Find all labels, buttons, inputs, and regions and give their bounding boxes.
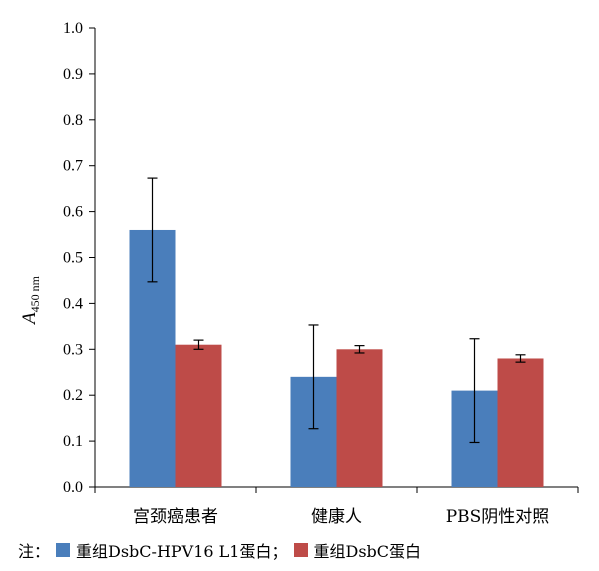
x-category-label: 健康人: [311, 507, 362, 527]
bar: [336, 349, 383, 487]
bar: [175, 344, 222, 487]
y-tick-label: 0.7: [63, 158, 83, 175]
y-tick-label: 0.3: [63, 341, 83, 358]
bar: [497, 358, 544, 487]
y-tick-label: 0.1: [63, 433, 83, 450]
x-category-label: PBS阴性对照: [446, 507, 550, 527]
legend-swatch-series-1: [56, 543, 71, 557]
legend-prefix: 注：: [18, 542, 51, 561]
legend-label-series-1: 重组DsbC-HPV16 L1蛋白: [76, 542, 272, 561]
y-tick-label: 0.2: [63, 387, 83, 404]
x-category-label: 宫颈癌患者: [133, 507, 218, 527]
y-tick-label: 0.6: [63, 204, 83, 221]
legend-separator: ；: [271, 542, 288, 561]
legend-swatch-series-2: [293, 543, 308, 557]
legend-label-series-2: 重组DsbC蛋白: [313, 542, 422, 561]
y-tick-label: 0.4: [63, 295, 83, 312]
y-tick-label: 0.8: [63, 112, 83, 129]
y-tick-label: 1.0: [63, 20, 83, 37]
bars: [129, 177, 544, 487]
y-axis-label: A450 nm: [19, 275, 42, 326]
y-tick-label: 0.0: [63, 479, 83, 496]
y-tick-label: 0.9: [63, 66, 83, 83]
y-tick-label: 0.5: [63, 250, 83, 267]
legend: 注： 重组DsbC-HPV16 L1蛋白 ； 重组DsbC蛋白: [18, 538, 421, 562]
labels: 0.0 0.1 0.2 0.3 0.4 0.5 0.6 0.7 0.8 0.9 1.0 宫颈癌患者 健康…: [63, 20, 549, 527]
